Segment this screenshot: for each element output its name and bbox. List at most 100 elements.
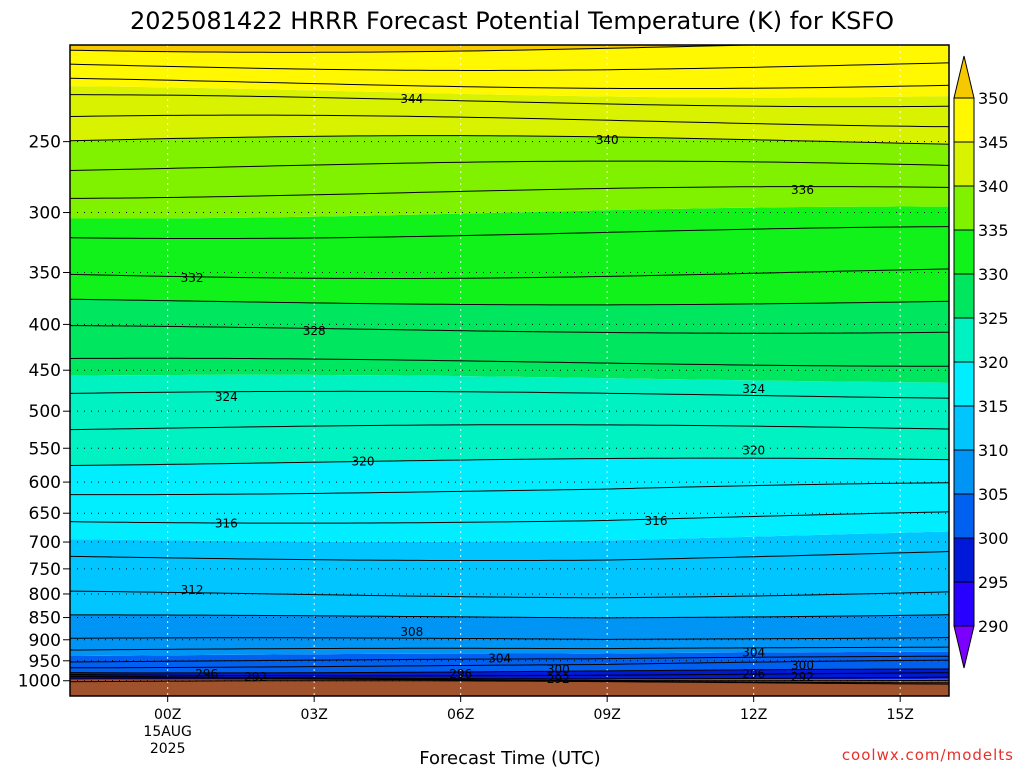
contour-line bbox=[70, 676, 949, 682]
theta-band bbox=[70, 45, 949, 53]
colorbar-label: 295 bbox=[978, 573, 1009, 592]
colorbar-label: 305 bbox=[978, 485, 1009, 504]
contour-label: 312 bbox=[181, 583, 204, 597]
contour-line bbox=[70, 160, 949, 172]
theta-band bbox=[70, 86, 949, 145]
y-tick-label: 600 bbox=[29, 473, 61, 493]
contour-label: 308 bbox=[400, 625, 423, 639]
colorbar-label: 300 bbox=[978, 529, 1009, 548]
y-tick-label: 650 bbox=[29, 504, 61, 524]
y-tick-label: 950 bbox=[29, 652, 61, 672]
colorbar-cell bbox=[953, 361, 975, 407]
colorbar-label: 310 bbox=[978, 441, 1009, 460]
colorbar-cell bbox=[953, 229, 975, 275]
contour-line bbox=[70, 45, 773, 53]
contour-label: 292 bbox=[244, 670, 267, 684]
y-tick-label: 700 bbox=[29, 533, 61, 553]
chart-title: 2025081422 HRRR Forecast Potential Tempe… bbox=[130, 7, 894, 35]
theta-band bbox=[70, 299, 949, 383]
contour-label: 296 bbox=[742, 667, 765, 681]
contour-line bbox=[70, 114, 949, 128]
contour-labels: 344 340 336 332 328 324 324 320 320 316 316 312 308 3… bbox=[181, 92, 814, 686]
y-tick-label: 800 bbox=[29, 585, 61, 605]
contour-line bbox=[70, 672, 949, 677]
contour-line bbox=[70, 614, 949, 619]
contour-label: 296 bbox=[449, 667, 472, 681]
x-tick-label: 00Z bbox=[154, 707, 181, 723]
x-tick-label: 09Z bbox=[593, 707, 620, 723]
colorbar-label: 350 bbox=[978, 89, 1009, 108]
contour-line bbox=[70, 357, 949, 367]
contour-label: 300 bbox=[791, 659, 814, 673]
contour-line bbox=[70, 668, 949, 674]
colorbar-cell bbox=[953, 185, 975, 231]
contour-line bbox=[70, 551, 949, 562]
colorbar-cell bbox=[953, 493, 975, 539]
colorbar-label: 335 bbox=[978, 221, 1009, 240]
contour-label: 296 bbox=[195, 667, 218, 681]
contour-line bbox=[70, 659, 949, 669]
contour-line bbox=[70, 390, 949, 399]
colorbar-cell bbox=[953, 537, 975, 583]
theta-band bbox=[70, 668, 949, 680]
contour-label: 320 bbox=[742, 443, 765, 457]
contour-line bbox=[70, 457, 949, 466]
theta-band bbox=[70, 531, 949, 618]
y-tick-label: 300 bbox=[29, 204, 61, 224]
contour-line bbox=[70, 590, 949, 599]
y-tick-label: 400 bbox=[29, 315, 61, 335]
contour-label: 300 bbox=[547, 663, 570, 677]
y-tick-label: 550 bbox=[29, 439, 61, 459]
contour-label: 304 bbox=[742, 646, 765, 660]
contour-label: 292 bbox=[791, 670, 814, 684]
contour-label: 336 bbox=[791, 183, 814, 197]
y-tick-label: 750 bbox=[29, 560, 61, 580]
contour-line bbox=[70, 655, 949, 663]
colorbar-cell bbox=[953, 625, 975, 669]
colorbar-label: 330 bbox=[978, 265, 1009, 284]
y-tick-label: 250 bbox=[29, 133, 61, 153]
x-axis-label: Forecast Time (UTC) bbox=[419, 748, 600, 768]
theta-band bbox=[70, 206, 949, 305]
colorbar-label: 345 bbox=[978, 133, 1009, 152]
contour-line bbox=[70, 135, 949, 145]
contour-line bbox=[70, 298, 949, 306]
theta-contours bbox=[70, 45, 949, 685]
x-tick-label: 12Z bbox=[740, 707, 767, 723]
contour-label: 304 bbox=[488, 651, 511, 665]
x-tick-date: 15AUG bbox=[143, 724, 192, 740]
contour-line bbox=[70, 678, 949, 684]
contour-line bbox=[70, 482, 949, 496]
theta-band bbox=[70, 614, 949, 657]
x-tick-label: 03Z bbox=[300, 707, 327, 723]
colorbar-cell bbox=[953, 97, 975, 143]
colorbar-cell bbox=[953, 405, 975, 451]
colorbar-label: 325 bbox=[978, 309, 1009, 328]
contour-line bbox=[70, 675, 949, 680]
contour-line bbox=[70, 511, 949, 524]
contour-line bbox=[70, 268, 949, 279]
grid-lines bbox=[70, 45, 949, 696]
contour-label: 328 bbox=[303, 324, 326, 338]
contour-line bbox=[70, 637, 949, 640]
y-tick-label: 850 bbox=[29, 609, 61, 629]
contour-label: 324 bbox=[215, 390, 238, 404]
ground-surface bbox=[70, 679, 949, 696]
theta-band bbox=[70, 45, 949, 98]
theta-band bbox=[70, 458, 949, 542]
theta-color-fill bbox=[70, 45, 949, 696]
credit-text: coolwx.com/modelts bbox=[842, 746, 1014, 764]
colorbar-label: 315 bbox=[978, 397, 1009, 416]
contour-line bbox=[70, 680, 949, 685]
contour-line bbox=[70, 94, 949, 108]
contour-line bbox=[70, 62, 949, 71]
pressure-axis: 2503003504004505005506006507007508008509… bbox=[18, 133, 70, 692]
contour-label: 316 bbox=[215, 516, 238, 530]
x-tick-label: 15Z bbox=[886, 707, 913, 723]
colorbar-cell bbox=[953, 581, 975, 627]
y-tick-label: 350 bbox=[29, 263, 61, 283]
colorbar-cell bbox=[953, 55, 975, 99]
x-tick-year: 2025 bbox=[150, 741, 186, 757]
